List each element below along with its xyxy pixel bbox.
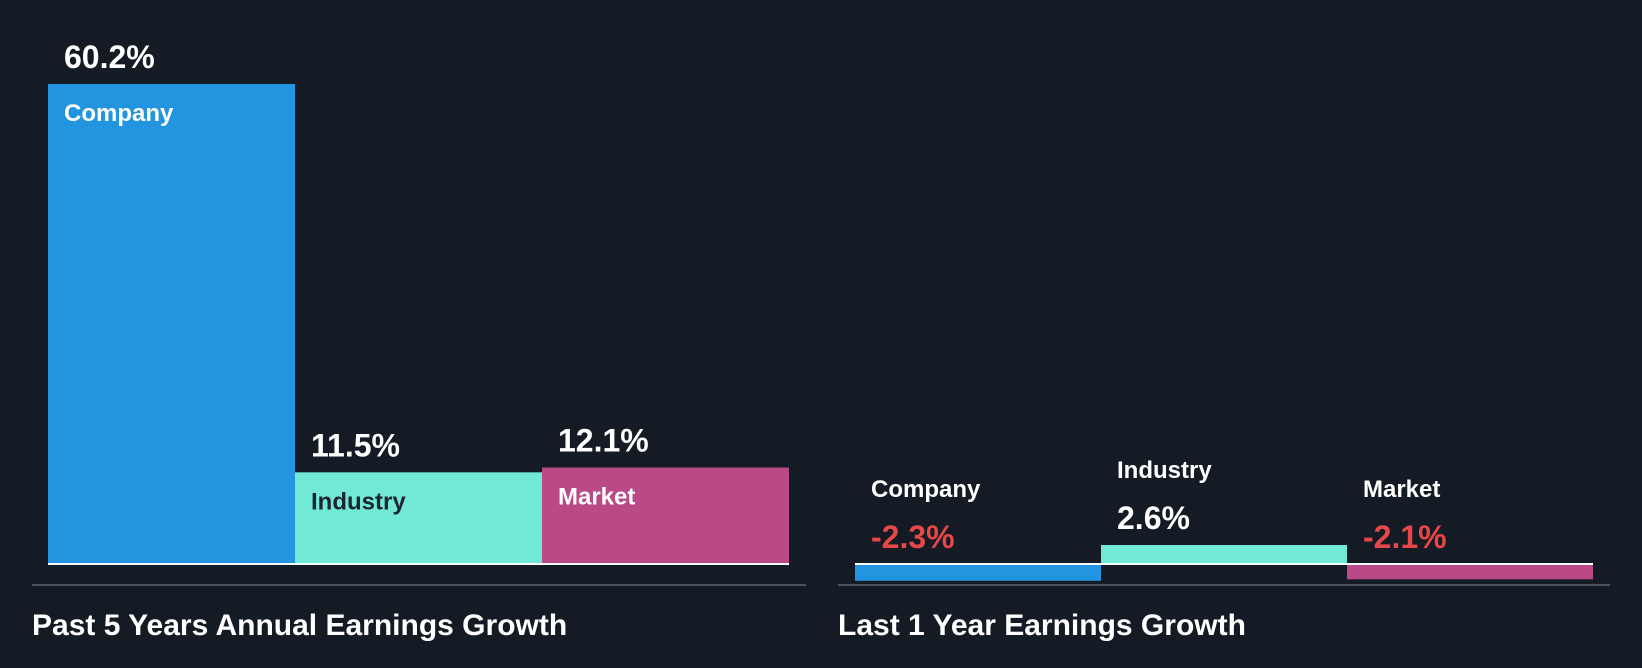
value-label-1y-industry: 2.6% [1117, 500, 1190, 536]
bar-5y-industry [295, 472, 542, 564]
last-1-year-chart: -2.3% Company 2.6% Industry -2.1% Market Last … [838, 457, 1610, 642]
category-label-5y-industry: Industry [311, 488, 406, 515]
value-label-5y-industry: 11.5% [311, 427, 400, 463]
value-label-5y-market: 12.1% [558, 423, 649, 459]
bar-1y-industry [1101, 545, 1347, 564]
category-label-1y-market: Market [1363, 476, 1440, 503]
past-5-years-chart: 60.2% Company 11.5% Industry 12.1% Market Past… [32, 39, 806, 642]
value-label-5y-company: 60.2% [64, 39, 155, 75]
bar-5y-company [48, 84, 295, 564]
chart-title-5y: Past 5 Years Annual Earnings Growth [32, 609, 567, 642]
bar-1y-company [855, 564, 1101, 581]
category-label-1y-industry: Industry [1117, 457, 1212, 484]
value-label-1y-company: -2.3% [871, 519, 955, 555]
category-label-5y-market: Market [558, 484, 635, 511]
value-label-1y-market: -2.1% [1363, 519, 1447, 555]
category-label-5y-company: Company [64, 100, 174, 127]
category-label-1y-company: Company [871, 476, 981, 503]
bar-1y-market [1347, 564, 1593, 580]
bar-5y-market [542, 467, 789, 564]
chart-title-1y: Last 1 Year Earnings Growth [838, 609, 1246, 642]
